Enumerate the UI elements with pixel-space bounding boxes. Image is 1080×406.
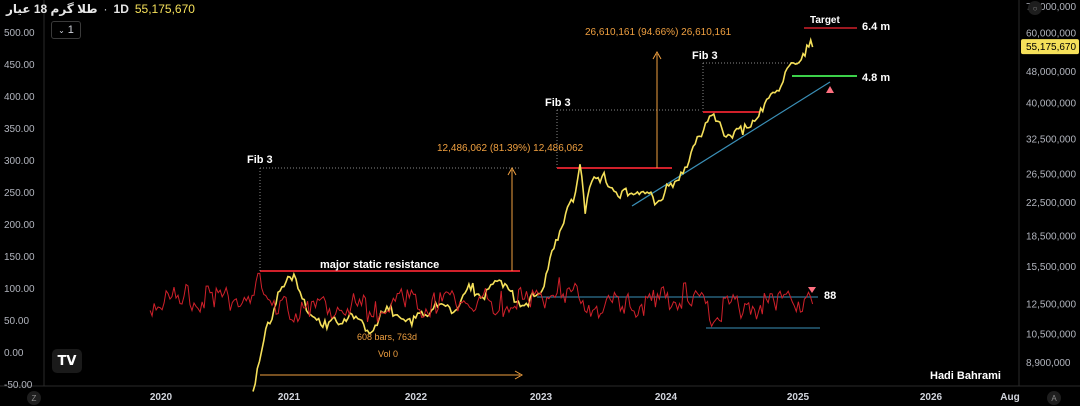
right-price-axis[interactable]: 70,000,000 60,000,000 48,000,000 40,000,000…	[1026, 2, 1076, 369]
right-axis-tick: 15,500,000	[1026, 262, 1076, 273]
fib-label-1: Fib 3	[247, 154, 273, 166]
drawing-layer: major static resistance Fib 3 12,486,062…	[247, 15, 890, 380]
measure-label-1: 12,486,062 (81.39%) 12,486,062	[437, 143, 584, 154]
left-price-axis[interactable]: 500.00 450.00 400.00 350.00 300.00 250.00 200.…	[4, 28, 35, 391]
time-axis[interactable]: 2020 2021 2022 2023 2024 2025 2026 Aug	[150, 392, 1020, 403]
series-layer	[149, 36, 814, 392]
trend-line[interactable]	[631, 81, 831, 207]
time-axis-tick: 2025	[787, 392, 810, 403]
time-axis-tick: 2024	[655, 392, 678, 403]
left-axis-tick: 50.00	[4, 316, 29, 327]
time-axis-tick: 2022	[405, 392, 428, 403]
right-axis-tick: 48,000,000	[1026, 67, 1076, 78]
left-axis-tick: 100.00	[4, 284, 35, 295]
measure-label-2: 26,610,161 (94.66%) 26,610,161	[585, 27, 732, 38]
left-axis-tick: 450.00	[4, 60, 35, 71]
time-axis-tick: Aug	[1000, 392, 1019, 403]
last-price-badge-label: 55,175,670	[1026, 42, 1076, 53]
chevron-down-icon: ⌄	[58, 25, 65, 35]
author-watermark: Hadi Bahrami	[930, 370, 1001, 382]
timeframe-label[interactable]: 1D	[113, 2, 129, 16]
right-axis-tick: 40,000,000	[1026, 99, 1076, 110]
right-axis-tick: 18,500,000	[1026, 232, 1076, 243]
left-axis-tick: 400.00	[4, 92, 35, 103]
header-separator: ·	[103, 2, 108, 16]
resistance-label: major static resistance	[320, 259, 439, 271]
measure-arrowhead-2	[652, 50, 662, 60]
symbol-title[interactable]: طلا گرم 18 عیار	[6, 2, 98, 16]
left-axis-tick: 300.00	[4, 156, 35, 167]
target-value: 6.4 m	[862, 21, 890, 33]
level-label: 4.8 m	[862, 72, 890, 84]
osc-alert-marker	[808, 287, 816, 293]
date-range-arrowhead	[514, 370, 524, 380]
left-axis-tick: -50.00	[4, 380, 33, 391]
right-axis-tick: 32,500,000	[1026, 134, 1076, 145]
oscillator-series-line[interactable]	[149, 272, 814, 328]
right-axis-tick: 8,900,000	[1026, 358, 1071, 369]
auto-scale-icon[interactable]: A	[1047, 391, 1061, 405]
right-axis-tick: 22,500,000	[1026, 198, 1076, 209]
right-axis-tick: 26,500,000	[1026, 170, 1076, 181]
range-vol-label: Vol 0	[378, 349, 398, 359]
chart-header: طلا گرم 18 عیار · 1D 55,175,670	[6, 0, 195, 18]
time-axis-tick: 2023	[530, 392, 553, 403]
left-axis-tick: 250.00	[4, 188, 35, 199]
header-last-value: 55,175,670	[134, 2, 195, 16]
price-badge-layer: 55,175,670	[1021, 39, 1079, 55]
zoom-icon[interactable]: Z	[27, 391, 41, 405]
fib-label-3: Fib 3	[692, 50, 718, 62]
time-axis-tick: 2026	[920, 392, 943, 403]
target-label: Target	[810, 15, 840, 26]
trend-alert-marker	[826, 86, 834, 93]
left-axis-tick: 200.00	[4, 220, 35, 231]
right-axis-tick: 10,500,000	[1026, 329, 1076, 340]
osc-level-label: 88	[824, 290, 836, 302]
measure-arrowhead-1	[507, 166, 517, 176]
last-price-badge	[1021, 39, 1079, 55]
time-axis-tick: 2021	[278, 392, 301, 403]
time-axis-tick: 2020	[150, 392, 173, 403]
left-axis-tick: 150.00	[4, 252, 35, 263]
interval-dropdown-label: 1	[67, 24, 74, 36]
interval-dropdown-button[interactable]: ⌄ 1	[51, 21, 81, 39]
range-bars-label: 608 bars, 763d	[357, 332, 417, 342]
tradingview-logo-icon[interactable]: TV	[52, 349, 82, 373]
right-axis-tick: 70,000,000	[1026, 2, 1076, 13]
left-axis-tick: 500.00	[4, 28, 35, 39]
fib-label-2: Fib 3	[545, 97, 571, 109]
chart-menu-icon[interactable]: ○	[1028, 1, 1042, 15]
left-axis-tick: 350.00	[4, 124, 35, 135]
right-axis-tick: 60,000,000	[1026, 29, 1076, 40]
left-axis-tick: 0.00	[4, 348, 24, 359]
right-axis-tick: 12,500,000	[1026, 299, 1076, 310]
